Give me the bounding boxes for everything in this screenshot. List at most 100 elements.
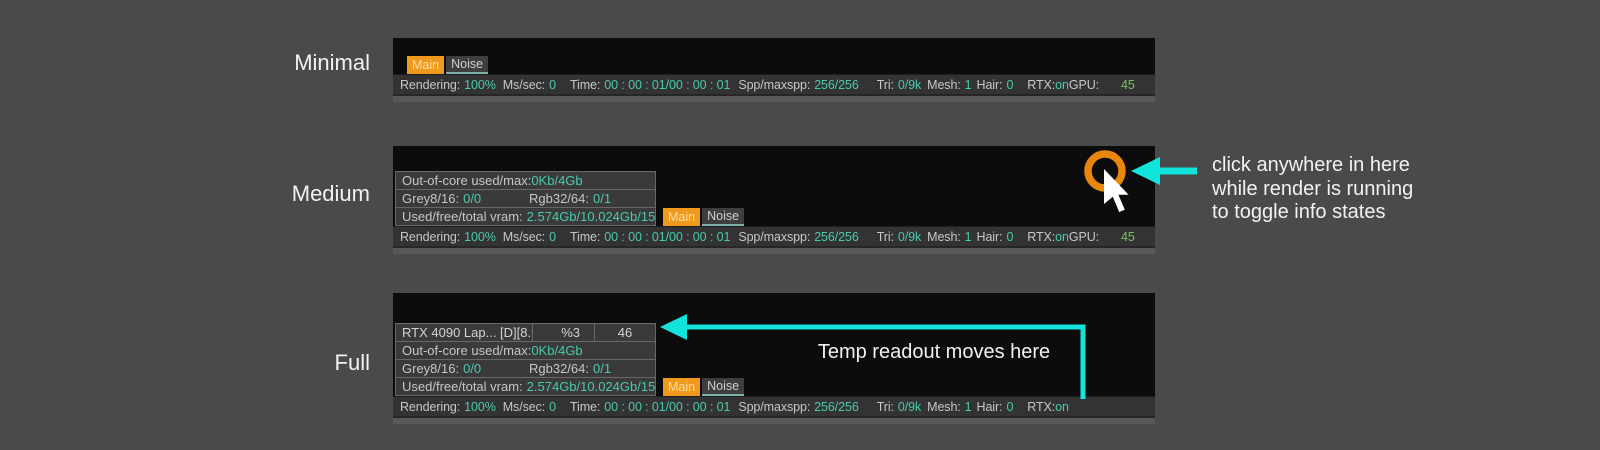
mesh-label: Mesh: xyxy=(927,229,961,244)
tri-stat: Tri: 0/9k xyxy=(877,399,922,414)
out-of-core-label: Out-of-core used/max: xyxy=(402,173,532,188)
rendering-stat: Rendering: 100% xyxy=(400,78,496,92)
gpu-device-row: RTX 4090 Lap... [D][8.9] %3 46 xyxy=(395,323,656,342)
tab-noise[interactable]: Noise xyxy=(702,378,745,396)
mssec-label: Ms/sec: xyxy=(502,229,546,244)
tri-value: 0/9k xyxy=(897,229,922,244)
tri-value: 0/9k xyxy=(897,77,922,92)
time-stat: Time: 00 : 00 : 01/00 : 00 : 01 xyxy=(570,400,730,414)
render-tabs: Main Noise xyxy=(663,208,745,226)
time-value: 00 : 00 : 01/00 : 00 : 01 xyxy=(604,229,731,244)
gpu-stat: GPU: 45 xyxy=(1069,78,1135,92)
hair-stat: Hair: 0 xyxy=(977,400,1014,414)
time-value: 00 : 00 : 01/00 : 00 : 01 xyxy=(604,399,731,414)
spp-stat: Spp/maxspp: 256/256 xyxy=(738,400,858,414)
vram-label: Used/free/total vram: xyxy=(402,209,523,224)
hair-stat: Hair: 0 xyxy=(977,230,1014,244)
vram-value: 2.574Gb/10.024Gb/15.99 xyxy=(526,379,656,394)
rendering-stat: Rendering: 100% xyxy=(400,400,496,414)
rgb-value: 0/1 xyxy=(593,361,612,376)
rgb-label: Rgb32/64: xyxy=(529,191,589,206)
mesh-label: Mesh: xyxy=(927,399,961,414)
out-of-core-row: Out-of-core used/max:0Kb/4Gb xyxy=(395,171,656,190)
rendering-label: Rendering: xyxy=(400,77,461,92)
render-statusbar-medium: Rendering: 100% Ms/sec: 0 Time: 00 : 00 : 0… xyxy=(393,226,1155,246)
vram-value: 2.574Gb/10.024Gb/15.99 xyxy=(526,209,656,224)
render-tabs: Main Noise xyxy=(407,56,489,74)
out-of-core-value: 0Kb/4Gb xyxy=(531,173,583,188)
state-label-minimal: Minimal xyxy=(294,50,370,75)
rtx-stat: RTX:on xyxy=(1027,230,1069,244)
vram-row: Used/free/total vram: 2.574Gb/10.024Gb/15… xyxy=(395,207,656,226)
mssec-stat: Ms/sec: 0 xyxy=(503,400,556,414)
spp-value: 256/256 xyxy=(814,229,859,244)
rtx-label: RTX: xyxy=(1027,77,1056,92)
render-panel-medium: Out-of-core used/max:0Kb/4Gb Grey8/16: 0/… xyxy=(393,146,1155,254)
render-tabs: Main Noise xyxy=(663,378,745,396)
gpu-stat: GPU: 45 xyxy=(1069,230,1135,244)
mesh-label: Mesh: xyxy=(927,77,961,92)
tri-stat: Tri: 0/9k xyxy=(876,229,922,244)
rtx-value: on xyxy=(1055,229,1069,244)
spp-label: Spp/maxspp: xyxy=(738,77,811,92)
time-stat: Time: 00 : 00 : 01/00 : 00 : 01 xyxy=(570,230,730,244)
tab-main[interactable]: Main xyxy=(663,378,701,396)
time-value: 00 : 00 : 01/00 : 00 : 01 xyxy=(604,77,731,92)
gpu-temp-cell: 46 xyxy=(594,324,655,341)
state-label-medium: Medium xyxy=(291,181,370,206)
tab-main[interactable]: Main xyxy=(407,56,445,74)
mssec-stat: Ms/sec: 0 xyxy=(503,230,556,244)
rtx-value: on xyxy=(1055,77,1069,92)
grey-value: 0/0 xyxy=(463,191,482,206)
gpu-usage-cell: %3 xyxy=(532,324,594,341)
grey-value: 0/0 xyxy=(463,361,482,376)
spp-stat: Spp/maxspp: 256/256 xyxy=(738,230,858,244)
rgb-group: Rgb32/64: 0/1 xyxy=(529,190,611,207)
mssec-value: 0 xyxy=(549,77,556,92)
rtx-stat: RTX:on xyxy=(1027,400,1069,414)
buffers-row: Grey8/16: 0/0 Rgb32/64: 0/1 xyxy=(395,359,656,378)
hair-label: Hair: xyxy=(976,399,1003,414)
rendering-label: Rendering: xyxy=(400,399,461,414)
panel-bottom-edge xyxy=(393,416,1155,424)
tab-main[interactable]: Main xyxy=(663,208,701,226)
render-panel-minimal: Main Noise Rendering: 100% Ms/sec: 0 Time:… xyxy=(393,38,1155,102)
tri-label: Tri: xyxy=(876,229,894,244)
mssec-value: 0 xyxy=(549,399,556,414)
gpu-temp-value: 45 xyxy=(1121,77,1135,92)
gpu-info-stack: Out-of-core used/max:0Kb/4Gb Grey8/16: 0/… xyxy=(395,171,656,226)
out-of-core-label: Out-of-core used/max: xyxy=(402,343,532,358)
rtx-stat: RTX:on xyxy=(1027,78,1069,92)
hair-stat: Hair: 0 xyxy=(977,78,1014,92)
spp-label: Spp/maxspp: xyxy=(738,229,811,244)
out-of-core-row: Out-of-core used/max:0Kb/4Gb xyxy=(395,341,656,360)
hair-label: Hair: xyxy=(976,77,1003,92)
buffers-row: Grey8/16: 0/0 Rgb32/64: 0/1 xyxy=(395,189,656,208)
spp-stat: Spp/maxspp: 256/256 xyxy=(738,78,858,92)
render-view-medium[interactable]: Out-of-core used/max:0Kb/4Gb Grey8/16: 0/… xyxy=(393,146,1155,226)
mesh-stat: Mesh: 1 xyxy=(927,229,972,244)
gpu-label: GPU: xyxy=(1068,77,1100,92)
toggle-note: click anywhere in here while render is r… xyxy=(1212,154,1413,225)
mesh-stat: Mesh: 1 xyxy=(927,77,972,92)
tri-value: 0/9k xyxy=(897,399,922,414)
mssec-value: 0 xyxy=(549,229,556,244)
gpu-temp-value: 45 xyxy=(1121,229,1135,244)
rendering-value: 100% xyxy=(464,229,496,244)
render-view-minimal[interactable]: Main Noise xyxy=(393,38,1155,74)
rgb-label: Rgb32/64: xyxy=(529,361,589,376)
tab-noise[interactable]: Noise xyxy=(446,56,489,74)
mssec-label: Ms/sec: xyxy=(502,399,546,414)
mssec-label: Ms/sec: xyxy=(502,77,546,92)
tab-noise[interactable]: Noise xyxy=(702,208,745,226)
time-stat: Time: 00 : 00 : 01/00 : 00 : 01 xyxy=(570,78,730,92)
time-label: Time: xyxy=(569,229,601,244)
rendering-value: 100% xyxy=(464,77,496,92)
mesh-value: 1 xyxy=(964,77,972,92)
hair-value: 0 xyxy=(1006,77,1014,92)
spp-value: 256/256 xyxy=(814,77,859,92)
rendering-label: Rendering: xyxy=(400,229,461,244)
mesh-value: 1 xyxy=(964,229,972,244)
render-statusbar-full: Rendering: 100% Ms/sec: 0 Time: 00 : 00 : 0… xyxy=(393,396,1155,416)
